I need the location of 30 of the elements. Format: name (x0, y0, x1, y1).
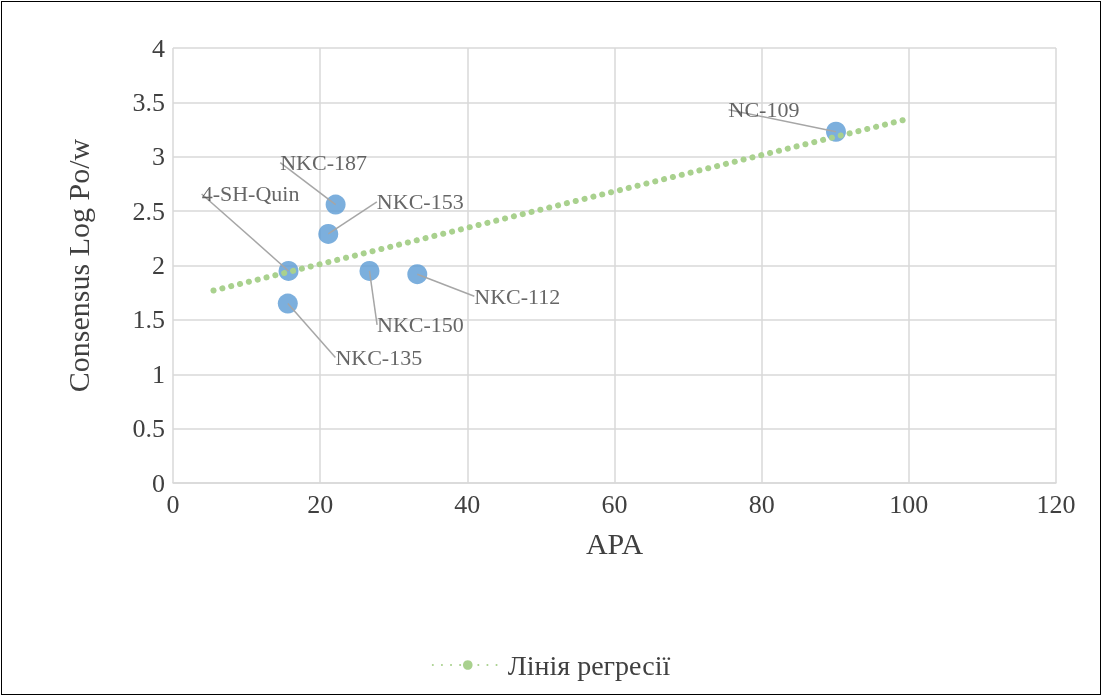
point (407, 264, 428, 285)
y-tick-label: 0 (152, 468, 165, 498)
y-tick-label: 3 (152, 142, 165, 172)
x-tick-label: 80 (748, 489, 775, 519)
x-tick-label: 60 (601, 489, 628, 519)
annotation: 4-SH-Quin (201, 181, 300, 207)
y-tick-label: 1 (152, 359, 165, 389)
x-tick-label: 20 (307, 489, 334, 519)
y-tick-label: 0.5 (132, 414, 165, 444)
legend-label: Лінія регресії (507, 649, 671, 681)
y-tick-label: 3.5 (132, 87, 165, 117)
x-tick-label: 120 (1036, 489, 1076, 519)
y-tick-label: 2.5 (132, 196, 165, 226)
point (325, 194, 346, 215)
annotation: NKC-135 (335, 345, 423, 371)
y-axis-title: Consensus Log Po/w (61, 138, 95, 393)
x-tick-label: 100 (889, 489, 929, 519)
y-tick-label: 4 (152, 33, 165, 63)
point (359, 260, 380, 281)
x-tick-label: 40 (454, 489, 481, 519)
y-tick-label: 1.5 (132, 305, 165, 335)
annotation: NKC-187 (280, 150, 368, 176)
annotation: NKC-150 (377, 312, 464, 338)
annotation: NKC-112 (474, 283, 561, 309)
point (277, 293, 298, 314)
y-tick-label: 2 (152, 251, 165, 280)
annotation: NKC-153 (376, 189, 464, 215)
annotation: NC-109 (728, 97, 800, 123)
x-axis-title: APA (585, 526, 644, 560)
point (318, 223, 339, 244)
